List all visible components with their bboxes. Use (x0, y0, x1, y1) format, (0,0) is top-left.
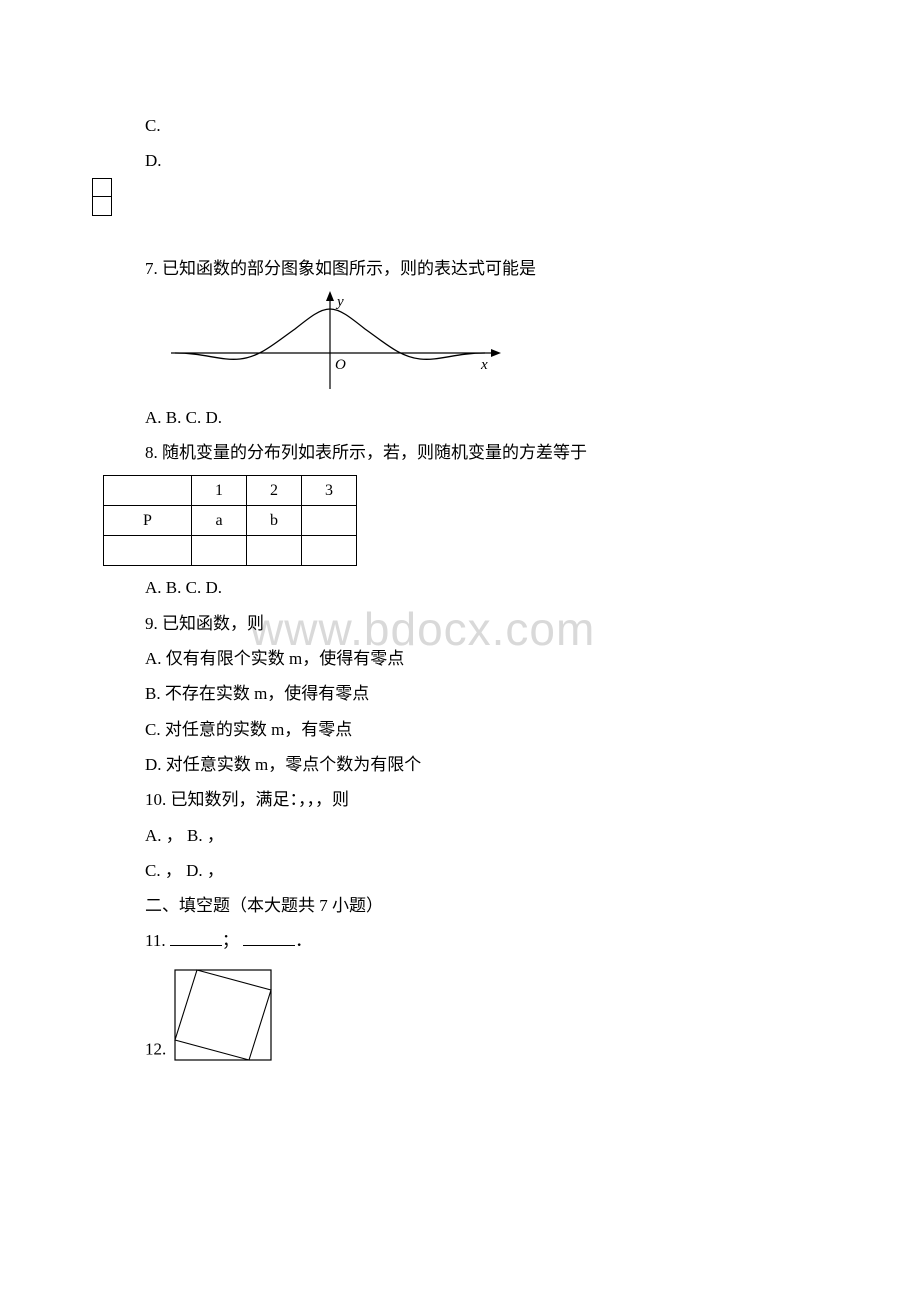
q8-options: A. B. C. D. (145, 572, 775, 604)
page-content: C. D. 7. 已知函数的部分图象如图所示，则的表达式可能是 y x O A.… (145, 110, 775, 1066)
q7-options: A. B. C. D. (145, 402, 775, 434)
svg-text:O: O (335, 357, 346, 373)
q9-opt-a: A. 仅有有限个实数 m，使得有零点 (145, 643, 775, 675)
table-cell (104, 476, 192, 506)
q10-text: 10. 已知数列，满足：，，，则 (145, 784, 775, 816)
q7-graph: y x O (165, 291, 505, 396)
table-cell (302, 506, 357, 536)
table-cell: b (247, 506, 302, 536)
table-cell: a (192, 506, 247, 536)
q12-line: 12. (145, 964, 775, 1066)
blank-field (170, 929, 222, 946)
q10-opts-cd: C. ， D. ， (145, 855, 775, 887)
table-cell: 3 (302, 476, 357, 506)
q8-table: 1 2 3 P a b (103, 475, 357, 566)
table-cell: 2 (247, 476, 302, 506)
q8-text: 8. 随机变量的分布列如表所示，若，则随机变量的方差等于 (145, 437, 775, 469)
q9-opt-c: C. 对任意的实数 m，有零点 (145, 714, 775, 746)
q12-square-diagram (167, 964, 279, 1066)
q11-suffix: ． (295, 931, 312, 950)
svg-text:x: x (480, 357, 488, 373)
q9-opt-b: B. 不存在实数 m，使得有零点 (145, 678, 775, 710)
margin-box (92, 178, 112, 216)
table-cell (104, 536, 192, 566)
table-cell: P (104, 506, 192, 536)
blank-field (243, 929, 295, 946)
table-cell: 1 (192, 476, 247, 506)
q6-opt-c: C. (145, 110, 775, 142)
svg-text:y: y (335, 294, 344, 310)
table-cell (247, 536, 302, 566)
q6-opt-d: D. (145, 145, 775, 177)
table-cell (192, 536, 247, 566)
q7-text: 7. 已知函数的部分图象如图所示，则的表达式可能是 (145, 253, 775, 285)
q11-sep: ； (222, 931, 239, 950)
q11-line: 11. ； ． (145, 925, 775, 957)
q12-label: 12. (145, 1039, 166, 1058)
table-cell (302, 536, 357, 566)
q9-opt-d: D. 对任意实数 m，零点个数为有限个 (145, 749, 775, 781)
q9-text: 9. 已知函数，则 (145, 608, 775, 640)
q11-prefix: 11. (145, 931, 170, 950)
section2-title: 二、填空题（本大题共 7 小题） (145, 890, 775, 922)
q10-opts-ab: A. ， B. ， (145, 820, 775, 852)
